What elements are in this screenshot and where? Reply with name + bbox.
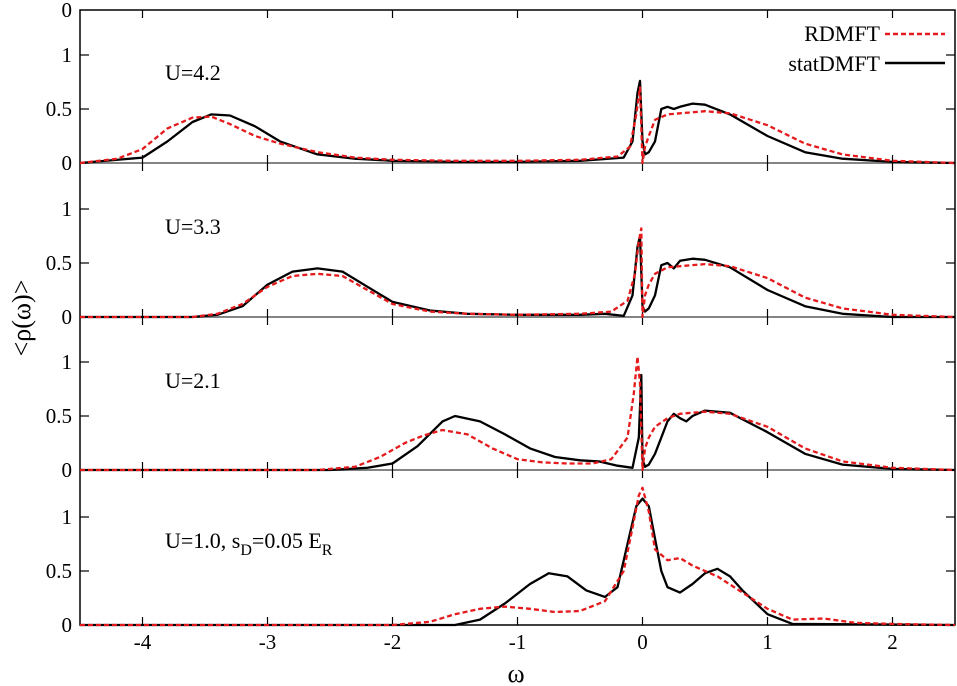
x-tick-label: 0 (637, 630, 648, 654)
panel-label: U=4.2 (165, 60, 221, 85)
panel-label: U=3.3 (165, 214, 221, 239)
y-axis-title: <ρ(ω)> (7, 280, 36, 357)
x-tick-label: -2 (384, 630, 402, 654)
y-tick-label-top: 0 (62, 0, 73, 22)
y-tick-labels: 0 0.5 1 0 0.5 1 0 0.5 1 0 0.5 1 0 (46, 0, 72, 637)
legend: RDMFT statDMFT (788, 21, 945, 76)
y-tick-label: 0 (62, 613, 73, 637)
x-axis-title: ω (507, 659, 524, 686)
y-tick-label: 0 (62, 151, 73, 175)
x-tick-label: 2 (887, 630, 898, 654)
x-tick-label: 1 (762, 630, 773, 654)
x-tick-label: -1 (509, 630, 527, 654)
x-tick-labels: -4 -3 -2 -1 0 1 2 (134, 630, 898, 654)
curves (79, 79, 956, 627)
y-tick-label: 1 (62, 505, 73, 529)
x-tick-label: -4 (134, 630, 152, 654)
y-tick-label: 0 (62, 305, 73, 329)
y-tick-label: 0.5 (46, 97, 72, 121)
y-tick-label: 0.5 (46, 251, 72, 275)
y-tick-label: 0.5 (46, 404, 72, 428)
legend-label-rdmft: RDMFT (804, 21, 880, 46)
series-line-statdmft (80, 497, 956, 627)
ticks (80, 10, 955, 626)
series-line-statdmft (79, 79, 956, 165)
y-tick-label: 0.5 (46, 559, 72, 583)
series-line-rdmft (79, 86, 956, 165)
y-tick-label: 0 (62, 458, 73, 482)
series-line-rdmft (80, 227, 956, 319)
series-line-rdmft (80, 486, 956, 627)
series-line-rdmft (80, 355, 956, 472)
panel-labels: U=4.2 U=3.3 U=2.1 U=1.0, sD=0.05 ER (165, 60, 333, 559)
series-line-statdmft (80, 234, 955, 319)
y-tick-label: 1 (62, 197, 73, 221)
panel-label: U=1.0, sD=0.05 ER (165, 528, 333, 559)
x-tick-label: -3 (259, 630, 277, 654)
y-tick-label: 1 (62, 350, 73, 374)
legend-label-statdmft: statDMFT (788, 51, 880, 76)
panel-label: U=2.1 (165, 368, 221, 393)
y-tick-label: 1 (62, 43, 73, 67)
